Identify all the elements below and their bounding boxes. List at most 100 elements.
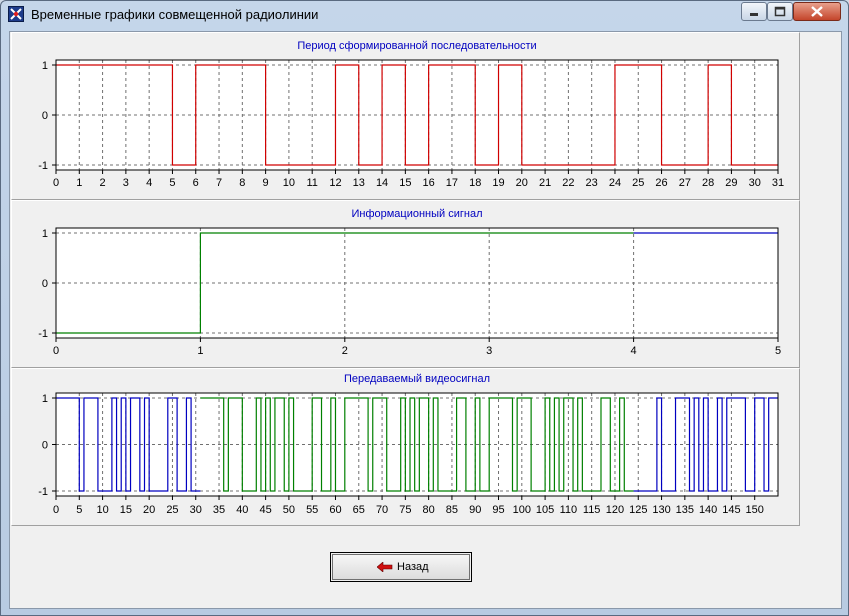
- x-tick-label: 145: [722, 504, 740, 516]
- x-tick-label: 14: [376, 177, 388, 189]
- x-tick-label: 110: [560, 504, 578, 516]
- back-button[interactable]: Назад: [330, 552, 472, 582]
- series-line: [56, 64, 778, 166]
- x-tick-label: 20: [516, 177, 528, 189]
- x-tick-label: 130: [652, 504, 670, 516]
- arrow-left-icon: [377, 562, 393, 572]
- y-tick-label: -1: [38, 486, 48, 498]
- x-tick-label: 150: [746, 504, 764, 516]
- y-tick-label: 0: [42, 440, 48, 452]
- x-tick-label: 29: [725, 177, 737, 189]
- x-tick-label: 50: [283, 504, 295, 516]
- x-tick-label: 65: [353, 504, 365, 516]
- x-tick-label: 17: [446, 177, 458, 189]
- maximize-button[interactable]: [767, 2, 793, 21]
- chart-title: Информационный сигнал: [351, 208, 482, 220]
- chart-sequence-period: Период сформированной последовательности…: [38, 40, 784, 189]
- x-tick-label: 18: [469, 177, 481, 189]
- x-tick-label: 15: [120, 504, 132, 516]
- maximize-icon: [774, 6, 786, 17]
- chart-panel-video: Передаваемый видеосигнал 0 5 10 15 20 25 30 35 40…: [11, 368, 800, 526]
- x-tick-label: 95: [492, 504, 504, 516]
- x-tick-label: 13: [353, 177, 365, 189]
- y-tick-label: 0: [42, 110, 48, 122]
- x-tick-label: 2: [342, 345, 348, 357]
- x-tick-label: 45: [259, 504, 271, 516]
- chart-panel-sequence: Период сформированной последовательности…: [11, 32, 800, 200]
- window-title: Временные графики совмещенной радиолинии: [31, 7, 319, 22]
- x-tick-label: 60: [329, 504, 341, 516]
- x-tick-label: 4: [146, 177, 152, 189]
- x-tick-label: 0: [53, 345, 59, 357]
- x-tick-label: 30: [190, 504, 202, 516]
- app-icon[interactable]: [8, 6, 24, 22]
- x-tick-label: 28: [702, 177, 714, 189]
- x-tick-label: 10: [283, 177, 295, 189]
- minimize-button[interactable]: [741, 2, 767, 21]
- y-tick-label: -1: [38, 160, 48, 172]
- x-tick-label: 55: [306, 504, 318, 516]
- x-tick-label: 85: [446, 504, 458, 516]
- x-tick-label: 75: [399, 504, 411, 516]
- x-tick-label: 19: [492, 177, 504, 189]
- x-tick-label: 3: [486, 345, 492, 357]
- title-bar[interactable]: Временные графики совмещенной радиолинии: [1, 1, 848, 27]
- x-tick-label: 22: [562, 177, 574, 189]
- x-tick-label: 12: [329, 177, 341, 189]
- series-line: [633, 397, 778, 492]
- chart-title: Передаваемый видеосигнал: [344, 373, 490, 385]
- chart-information-signal: Информационный сигнал 0 1 2 3 4 5 1 0 -1: [38, 208, 781, 357]
- x-tick-label: 80: [423, 504, 435, 516]
- plot-frame: [55, 392, 779, 497]
- x-tick-label: 3: [123, 177, 129, 189]
- x-tick-label: 105: [536, 504, 554, 516]
- x-tick-label: 5: [169, 177, 175, 189]
- x-tick-label: 135: [676, 504, 694, 516]
- client-area: Период сформированной последовательности…: [9, 31, 842, 609]
- x-tick-label: 100: [513, 504, 531, 516]
- x-tick-label: 15: [399, 177, 411, 189]
- x-tick-label: 9: [263, 177, 269, 189]
- x-tick-label: 26: [655, 177, 667, 189]
- x-tick-label: 8: [239, 177, 245, 189]
- y-tick-label: 1: [42, 393, 48, 405]
- back-button-label: Назад: [397, 561, 429, 573]
- x-tick-label: 4: [631, 345, 637, 357]
- x-tick-label: 30: [749, 177, 761, 189]
- series-line: [56, 232, 634, 334]
- x-tick-label: 115: [583, 504, 601, 516]
- x-tick-label: 25: [632, 177, 644, 189]
- y-tick-label: -1: [38, 328, 48, 340]
- x-tick-label: 10: [96, 504, 108, 516]
- x-tick-label: 0: [53, 504, 59, 516]
- x-tick-label: 0: [53, 177, 59, 189]
- x-tick-label: 16: [423, 177, 435, 189]
- x-tick-label: 6: [193, 177, 199, 189]
- minimize-icon: [750, 13, 758, 16]
- x-tick-label: 1: [76, 177, 82, 189]
- series-line: [200, 397, 634, 492]
- x-tick-label: 25: [166, 504, 178, 516]
- x-tick-label: 40: [236, 504, 248, 516]
- x-tick-label: 140: [699, 504, 717, 516]
- y-tick-label: 0: [42, 278, 48, 290]
- x-tick-label: 1: [197, 345, 203, 357]
- x-tick-label: 23: [586, 177, 598, 189]
- x-tick-label: 5: [76, 504, 82, 516]
- x-tick-label: 21: [539, 177, 551, 189]
- x-tick-label: 35: [213, 504, 225, 516]
- close-button[interactable]: [793, 2, 841, 21]
- series-line: [56, 397, 201, 492]
- x-tick-label: 120: [606, 504, 624, 516]
- x-tick-label: 20: [143, 504, 155, 516]
- x-tick-label: 70: [376, 504, 388, 516]
- y-tick-label: 1: [42, 60, 48, 72]
- x-tick-label: 27: [679, 177, 691, 189]
- plot-frame: [55, 59, 779, 171]
- x-tick-label: 2: [100, 177, 106, 189]
- x-tick-label: 7: [216, 177, 222, 189]
- x-tick-label: 24: [609, 177, 621, 189]
- chart-title: Период сформированной последовательности: [297, 40, 536, 52]
